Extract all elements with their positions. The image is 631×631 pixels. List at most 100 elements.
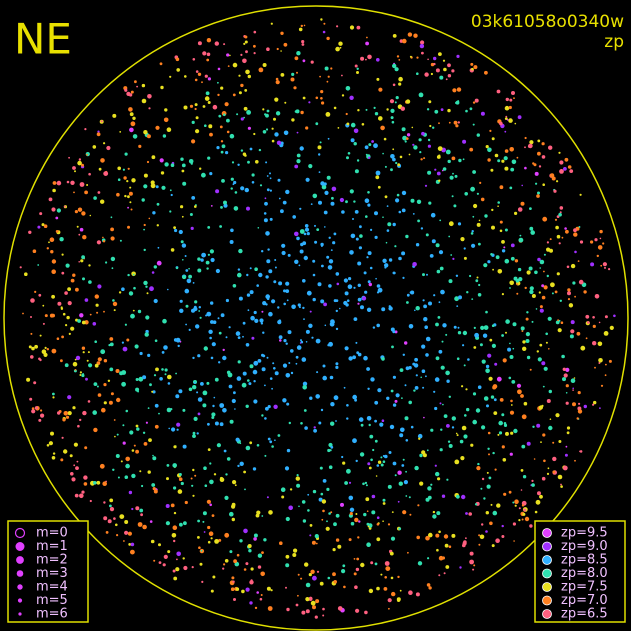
star	[516, 292, 519, 295]
star	[174, 228, 178, 233]
star	[524, 516, 530, 522]
star	[456, 54, 460, 59]
star	[439, 266, 444, 271]
star	[390, 168, 393, 172]
star	[398, 59, 401, 61]
star	[105, 261, 108, 264]
star	[436, 269, 441, 274]
star	[209, 479, 214, 485]
star	[78, 158, 82, 161]
star	[89, 499, 92, 503]
star	[300, 24, 303, 28]
star	[392, 271, 396, 275]
star	[102, 240, 106, 243]
star	[387, 598, 392, 603]
star	[486, 471, 489, 474]
star	[461, 425, 467, 431]
star	[349, 507, 355, 512]
star	[339, 46, 342, 49]
star	[285, 586, 287, 589]
star	[302, 96, 306, 100]
star	[435, 356, 440, 361]
star	[143, 280, 148, 286]
star	[401, 208, 406, 213]
star	[129, 127, 134, 133]
star	[50, 250, 54, 254]
star	[501, 524, 504, 528]
star	[198, 546, 201, 549]
star	[481, 523, 484, 526]
star	[267, 248, 270, 251]
star	[374, 235, 378, 239]
star	[99, 463, 105, 469]
star	[470, 186, 475, 192]
star	[315, 542, 318, 545]
star	[379, 422, 384, 427]
star	[124, 152, 128, 156]
star	[288, 505, 294, 511]
star	[364, 481, 368, 485]
star	[490, 503, 493, 506]
star	[382, 460, 386, 464]
star	[392, 330, 396, 334]
star	[353, 200, 356, 203]
star	[352, 355, 356, 360]
star	[556, 272, 560, 276]
star	[390, 116, 394, 120]
star	[330, 201, 335, 206]
star	[148, 438, 152, 442]
star	[348, 481, 352, 484]
star	[327, 448, 331, 453]
star	[290, 349, 294, 353]
star	[413, 145, 418, 150]
star	[40, 409, 43, 412]
star	[490, 253, 493, 256]
star	[89, 313, 92, 316]
star	[272, 362, 275, 365]
star	[491, 324, 495, 328]
star	[513, 428, 518, 434]
star	[419, 453, 423, 458]
star	[96, 240, 101, 245]
star	[320, 97, 323, 100]
star	[568, 303, 574, 308]
star	[337, 127, 340, 129]
star	[77, 207, 83, 212]
magnitude-label: m=4	[36, 580, 68, 595]
star	[367, 387, 370, 390]
star	[100, 349, 106, 355]
star	[384, 165, 387, 168]
star	[149, 520, 153, 523]
star	[443, 534, 449, 539]
star	[486, 484, 491, 489]
star	[297, 573, 300, 576]
star	[52, 396, 55, 399]
star	[46, 247, 49, 250]
star	[485, 530, 488, 533]
star	[112, 301, 118, 307]
star	[60, 306, 63, 309]
star	[392, 148, 395, 151]
star	[422, 299, 425, 302]
star	[64, 291, 68, 295]
star	[235, 587, 240, 591]
star	[447, 440, 451, 443]
star	[557, 474, 563, 480]
star	[275, 111, 281, 116]
star	[68, 332, 71, 335]
legends: m=0m=1m=2m=3m=4m=5m=6zp=9.5zp=9.0zp=8.5z…	[14, 526, 608, 622]
star	[131, 473, 136, 479]
star	[472, 170, 476, 174]
star	[285, 373, 291, 378]
star	[557, 319, 559, 322]
star	[198, 306, 201, 309]
star	[410, 425, 414, 429]
star	[203, 531, 206, 533]
star	[75, 466, 79, 470]
star	[472, 123, 475, 126]
star	[135, 449, 140, 454]
star	[273, 280, 277, 284]
star	[179, 299, 183, 303]
star	[142, 524, 147, 530]
star	[197, 41, 202, 46]
